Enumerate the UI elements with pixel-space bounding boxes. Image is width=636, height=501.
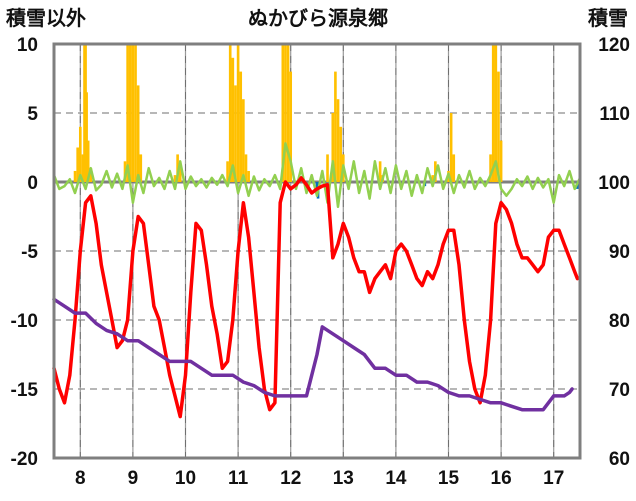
x-tick-label: 12	[280, 468, 301, 489]
x-tick-label: 9	[128, 468, 139, 489]
precipitation-bar	[242, 99, 245, 182]
precipitation-bar	[89, 168, 93, 182]
x-tick-label: 13	[333, 468, 354, 489]
y-left-tick-label: -10	[11, 311, 38, 332]
plot-frame	[52, 42, 582, 460]
precipitation-bar	[126, 44, 129, 182]
precipitation-bar	[286, 44, 290, 182]
precipitation-bar	[284, 44, 287, 182]
precipitation-bar	[431, 175, 435, 182]
y-right-tick-label: 100	[598, 173, 630, 194]
precipitation-bar	[289, 71, 293, 182]
precipitation-bar	[173, 175, 177, 182]
x-tick-label: 8	[75, 468, 86, 489]
x-tick-label: 15	[438, 468, 460, 489]
precipitation-bar	[326, 154, 329, 182]
precipitation-bar	[378, 161, 382, 182]
precipitation-bar	[336, 99, 340, 182]
x-tick-label: 14	[385, 468, 407, 489]
precipitation-bar	[236, 44, 240, 182]
y-right-tick-label: 80	[609, 311, 630, 332]
y-left-tick-label: -5	[21, 242, 38, 263]
precipitation-bar	[449, 113, 453, 182]
precipitation-bar	[231, 57, 235, 182]
y-right-tick-label: 60	[609, 449, 630, 470]
y-left-tick-label: 10	[17, 35, 38, 56]
y-right-tick-label: 70	[609, 380, 630, 401]
precipitation-bar	[331, 113, 335, 182]
precipitation-bar	[281, 44, 285, 182]
precipitation-bar	[136, 85, 140, 182]
precipitation-bar	[228, 44, 232, 182]
precipitation-bar	[339, 126, 342, 182]
y-left-tick-label: 5	[27, 104, 38, 125]
x-tick-label: 17	[543, 468, 564, 489]
precipitation-bar	[491, 44, 495, 182]
wind-line	[52, 142, 582, 209]
precipitation-bar	[128, 44, 132, 182]
precipitation-bars	[73, 44, 503, 182]
precipitation-bar	[176, 154, 179, 182]
x-tick-label: 11	[228, 468, 249, 489]
precipitation-bar	[334, 71, 337, 182]
precipitation-bar	[234, 85, 237, 182]
left-axis-label: 積雪以外	[6, 6, 86, 30]
precipitation-bar	[73, 170, 77, 182]
precipitation-bar	[76, 147, 79, 182]
chart-title: ぬかびら源泉郷	[248, 6, 388, 30]
precipitation-bar	[494, 44, 498, 182]
precipitation-bar	[499, 140, 503, 182]
precipitation-bar	[78, 126, 82, 182]
line-series	[52, 142, 582, 419]
precipitation-bar	[178, 168, 182, 182]
x-tick-label: 10	[175, 468, 196, 489]
y-left-tick-label: -20	[11, 449, 38, 470]
right-axis-label: 積雪	[588, 6, 628, 30]
precipitation-bar	[244, 154, 248, 182]
tick-labels: 10 5 0 -5 -10 -15 -20 120 110 100 90 80 70 60 8 9 10 11 12…	[11, 35, 630, 489]
y-left-tick-label: -15	[11, 380, 39, 401]
temperature-line	[52, 176, 580, 419]
precipitation-bar	[452, 154, 456, 182]
y-left-tick-label: 0	[27, 173, 38, 194]
precipitation-bar	[131, 44, 135, 182]
snow_depth-line	[52, 297, 574, 412]
precipitation-bar	[497, 71, 500, 182]
precipitation-bar	[247, 170, 250, 182]
x-tick-label: 16	[491, 468, 512, 489]
precipitation-bar	[139, 154, 143, 182]
y-right-tick-label: 110	[599, 104, 630, 125]
precipitation-bar	[489, 154, 492, 182]
y-right-tick-label: 90	[609, 242, 630, 263]
precipitation-bar	[226, 161, 229, 182]
precipitation-bar	[86, 140, 90, 182]
precipitation-bar	[239, 71, 243, 182]
precipitation-bar	[81, 154, 85, 182]
y-right-tick-label: 120	[598, 35, 630, 56]
precipitation-bar	[134, 44, 137, 182]
precipitation-bar	[85, 92, 88, 182]
